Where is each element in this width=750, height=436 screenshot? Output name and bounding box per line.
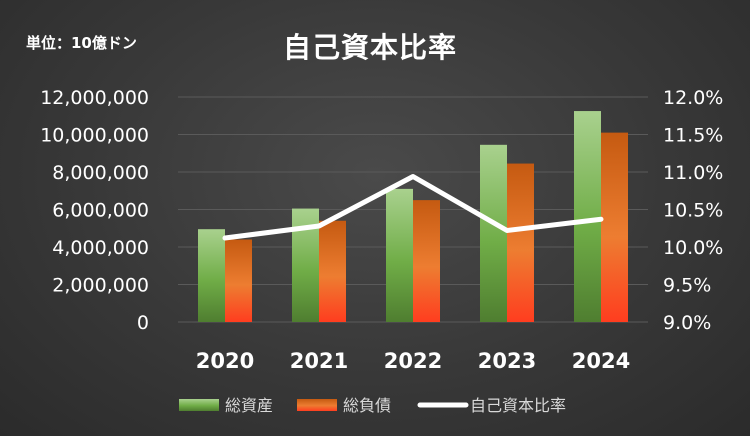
bar-total-assets: [574, 111, 601, 322]
bar-total-liabilities: [507, 163, 534, 322]
right-tick-label: 9.0%: [663, 312, 711, 334]
bar-total-liabilities: [225, 239, 252, 322]
left-tick-label: 12,000,000: [40, 87, 149, 109]
right-tick-label: 9.5%: [663, 275, 711, 297]
left-axis: 0 2,000,000 4,000,000 6,000,000 8,000,000 10,…: [40, 87, 149, 334]
bar-total-liabilities: [413, 200, 440, 322]
bar-total-assets: [386, 188, 413, 322]
right-tick-label: 11.0%: [663, 162, 723, 184]
ratio-line-path: [222, 174, 604, 241]
x-tick-label: 2020: [196, 349, 254, 373]
left-tick-label: 10,000,000: [40, 125, 149, 147]
x-tick-label: 2023: [478, 349, 536, 373]
bar-total-assets: [198, 229, 225, 322]
legend-label-ratio: 自己資本比率: [470, 396, 566, 415]
left-tick-label: 6,000,000: [52, 200, 149, 222]
bar-total-assets: [480, 144, 507, 322]
right-axis: 9.0% 9.5% 10.0% 10.5% 11.0% 11.5% 12.0%: [663, 87, 723, 334]
unit-label: 単位：10億ドン: [26, 34, 137, 52]
legend-label-total-liabilities: 総負債: [343, 396, 391, 415]
right-tick-label: 12.0%: [663, 87, 723, 109]
bar-total-liabilities: [319, 220, 346, 322]
legend: 総資産 総負債 自己資本比率: [179, 396, 566, 415]
ratio-line: [222, 174, 604, 241]
x-axis: 2020 2021 2022 2023 2024: [196, 349, 630, 373]
bars: [198, 111, 628, 322]
right-tick-label: 10.0%: [663, 237, 723, 259]
legend-swatch-total-assets: [179, 399, 219, 411]
x-tick-label: 2024: [572, 349, 630, 373]
left-tick-label: 4,000,000: [52, 237, 149, 259]
bar-total-liabilities: [601, 132, 628, 322]
x-tick-label: 2022: [384, 349, 442, 373]
left-tick-label: 8,000,000: [52, 162, 149, 184]
left-tick-label: 2,000,000: [52, 275, 149, 297]
legend-label-total-assets: 総資産: [225, 396, 273, 415]
right-tick-label: 11.5%: [663, 125, 723, 147]
x-tick-label: 2021: [290, 349, 348, 373]
left-tick-label: 0: [137, 312, 149, 334]
legend-swatch-total-liabilities: [297, 399, 337, 411]
chart-title: 自己資本比率: [282, 31, 457, 64]
right-tick-label: 10.5%: [663, 200, 723, 222]
